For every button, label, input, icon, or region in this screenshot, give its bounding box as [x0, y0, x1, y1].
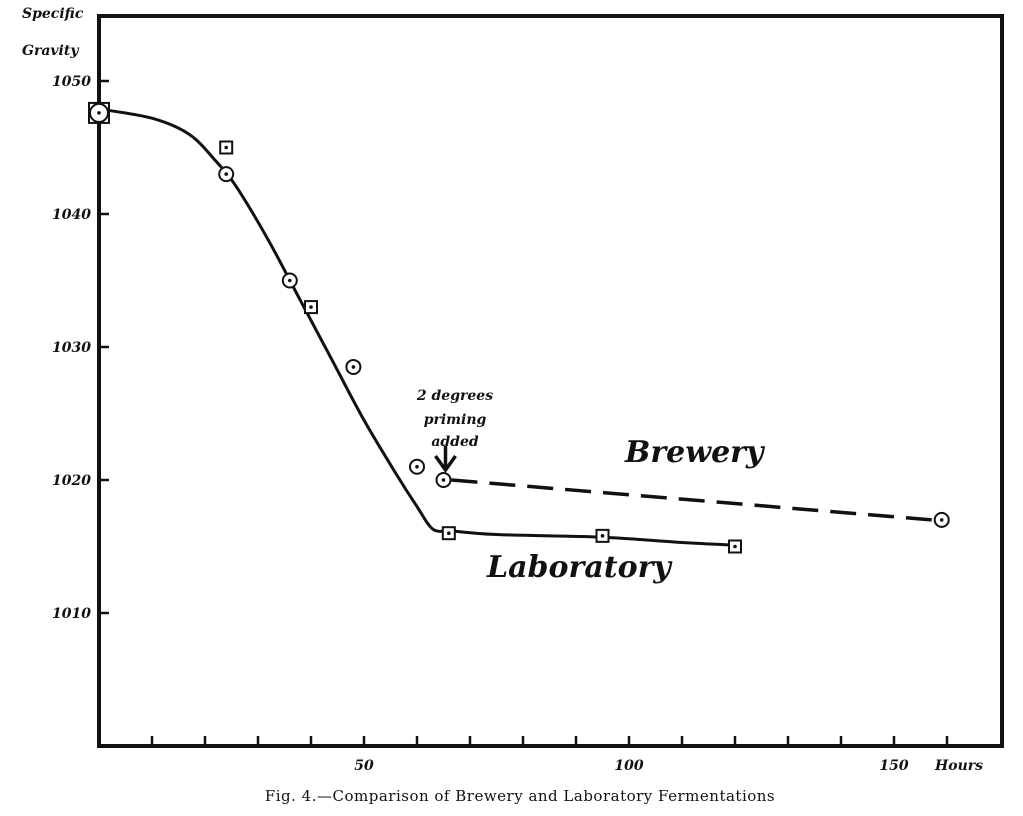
series-curve-brewery-dashed	[451, 478, 932, 522]
axes	[97, 14, 1004, 748]
y-tick-label: 1050	[52, 74, 91, 90]
y-axis-title-line2: Gravity	[22, 43, 79, 59]
annotation-line-1: 2 degrees	[416, 388, 493, 404]
y-tick-label: 1040	[52, 207, 91, 223]
x-axis-unit-label: Hours	[934, 758, 983, 774]
x-tick-label: 150	[879, 758, 908, 774]
series-label-laboratory: Laboratory	[486, 550, 673, 585]
labels	[434, 446, 457, 474]
annotation-line-2: priming	[424, 412, 487, 428]
laboratory-point-dot	[733, 544, 737, 549]
markers	[88, 101, 950, 554]
laboratory-point-dot	[224, 145, 228, 150]
brewery-point-dot	[351, 365, 356, 369]
brewery-point-dot	[288, 278, 292, 283]
y-tick-label: 1010	[52, 606, 91, 622]
y-tick-label: 1020	[52, 473, 91, 489]
laboratory-point-dot	[309, 305, 313, 309]
plot-frame	[97, 14, 1004, 748]
laboratory-point-dot	[600, 534, 605, 538]
brewery-point-dot	[415, 464, 419, 469]
x-tick-label: 100	[614, 758, 643, 774]
brewery-point-dot	[939, 518, 944, 522]
brewery-point-dot	[441, 478, 446, 482]
figure-caption: Fig. 4.—Comparison of Brewery and Labora…	[265, 787, 775, 805]
annotation-line-3: added	[431, 434, 479, 450]
ticks: 1010 1020 1030 1040 1050 50 100 150	[52, 74, 949, 774]
laboratory-point-dot	[447, 531, 451, 535]
brewery-point-dot	[97, 111, 101, 115]
series-curve-main	[98, 107, 449, 533]
y-tick-label: 1030	[52, 340, 91, 356]
x-tick-label: 50	[354, 758, 374, 774]
series-label-brewery: Brewery	[624, 435, 766, 470]
annotation-arrow-head	[434, 454, 457, 474]
y-axis-title-line1: Specific	[22, 6, 84, 22]
brewery-point-dot	[224, 172, 228, 176]
series-curve-laboratory	[448, 529, 736, 547]
